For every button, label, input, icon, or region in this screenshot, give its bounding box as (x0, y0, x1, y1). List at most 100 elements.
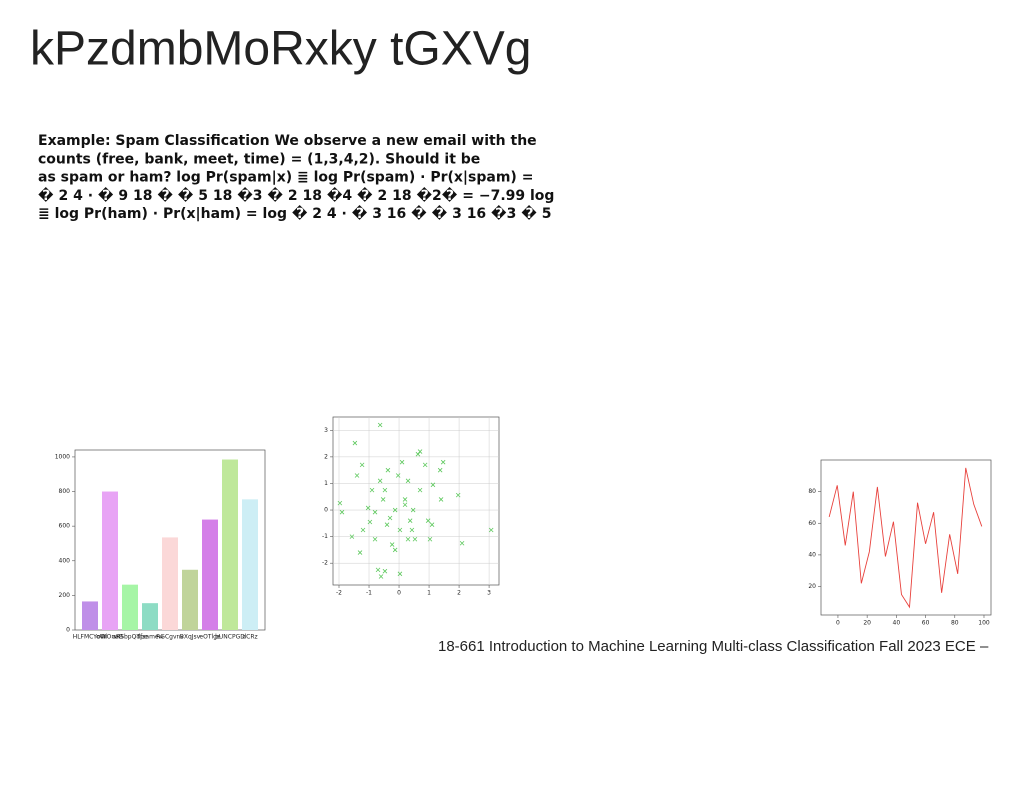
scatter-point (429, 522, 435, 527)
plot-frame (820, 459, 992, 616)
scatter-point (380, 497, 386, 502)
x-tick-label: dCRz (242, 634, 257, 641)
scatter-point (384, 522, 390, 527)
scatter-point (392, 507, 398, 513)
x-tick-label: 2 (457, 590, 461, 597)
x-tick-label: 60 (922, 620, 930, 627)
scatter-point (399, 459, 405, 465)
plot-frame (332, 416, 500, 586)
scatter-point (430, 482, 436, 488)
scatter-point (378, 574, 384, 579)
x-tick-label: eOTlge (199, 634, 221, 641)
x-tick-label: 40 (893, 620, 901, 627)
scatter-point (357, 550, 363, 555)
scatter-point (382, 487, 388, 493)
scatter-point (437, 467, 443, 473)
scatter-point (375, 567, 381, 573)
bar (102, 491, 118, 630)
bar (162, 537, 178, 630)
bar (122, 584, 138, 630)
scatter-point (438, 497, 444, 502)
scatter-point (488, 527, 494, 533)
scatter-point (405, 478, 411, 484)
scatter-point (389, 542, 395, 547)
y-tick-label: 1000 (55, 453, 70, 460)
scatter-point (360, 527, 366, 533)
scatter-point (425, 518, 431, 523)
y-tick-label: 20 (808, 583, 816, 590)
scatter-point (385, 467, 391, 473)
scatter-point (402, 502, 408, 508)
paragraph-line: as spam or ham? log Pr(spam|x) ≣ log Pr(… (38, 170, 533, 186)
x-tick-label: 20 (863, 620, 871, 627)
scatter-point (372, 509, 378, 515)
scatter-point (417, 487, 423, 493)
scatter-point (349, 534, 355, 539)
footer: 18-661 Introduction to Machine Learning … (438, 638, 989, 655)
x-tick-label: bUNCPGD (215, 634, 245, 641)
scatter-point (405, 536, 411, 542)
scatter-point (402, 497, 408, 502)
bar (182, 569, 198, 630)
y-tick-label: 60 (808, 520, 816, 527)
x-tick-label: HLFMCYoWi (73, 634, 108, 641)
scatter-point (397, 571, 403, 577)
x-tick-label: 0 (397, 590, 401, 597)
paragraph-line: ≣ log Pr(ham) · Pr(x|ham) = log � 2 4 · … (38, 205, 551, 222)
scatter-point (365, 505, 371, 511)
x-tick-label: 80 (951, 620, 959, 627)
chart: -2 -1 0 1 2 3 -2 -1 0 1 2 3 (322, 416, 500, 597)
y-tick-label: 0 (324, 507, 328, 514)
bar (222, 459, 238, 630)
y-tick-label: 600 (59, 523, 71, 530)
x-tick-label: 1 (427, 590, 431, 597)
scatter-point (455, 492, 461, 498)
scatter-point (377, 478, 383, 484)
scatter-point (377, 422, 383, 428)
scatter-point (422, 462, 428, 468)
x-tick-label: aRSbpQdpe (112, 634, 148, 641)
x-tick-label: 0 (836, 620, 840, 627)
scatter-point (417, 449, 423, 454)
scatter-point (372, 536, 378, 542)
scatter-point (410, 507, 416, 513)
paragraph-line: Example: Spam Classification We observe … (38, 133, 537, 149)
scatter-point (412, 536, 418, 542)
y-tick-label: 400 (59, 557, 71, 564)
x-tick-label: 100 (978, 620, 990, 627)
x-tick-label: Tfsamew (135, 634, 163, 641)
x-tick-label: -1 (366, 590, 372, 597)
y-tick-label: 3 (324, 427, 328, 434)
slide-title: kPzdmbMoRxky tGXVg (30, 23, 531, 76)
scatter-point (352, 440, 358, 446)
y-tick-label: 200 (59, 592, 71, 599)
y-tick-label: 40 (808, 551, 816, 558)
y-tick-label: 80 (808, 488, 816, 495)
y-tick-label: -1 (322, 533, 328, 540)
x-tick-label: -2 (336, 590, 342, 597)
scatter-point (440, 459, 446, 465)
scatter-point (407, 518, 413, 523)
scatter-point (354, 473, 360, 478)
y-tick-label: -2 (322, 560, 328, 567)
scatter-point (427, 536, 433, 542)
scatter-point (359, 462, 365, 468)
scatter-point (397, 527, 403, 533)
paragraph-line: counts (free, bank, meet, time) = (1,3,4… (38, 151, 480, 167)
x-tick-label: RGCgvnv (156, 634, 184, 641)
x-tick-label: BXqJsv (180, 634, 201, 641)
bar (242, 499, 258, 630)
bar (202, 519, 218, 630)
chart: 0 200 400 600 800 1000 HLFMCYoWioWOnaBaRSbpQdp… (55, 449, 266, 641)
scatter-point (387, 515, 393, 521)
scatter-point (392, 547, 398, 553)
scatter-point (337, 500, 343, 506)
scatter-point (382, 568, 388, 574)
scatter-point (409, 527, 415, 533)
y-tick-label: 800 (59, 488, 71, 495)
bar (142, 603, 158, 630)
chart: 20 40 60 80 0 20 40 60 80 100 (808, 459, 992, 627)
scatter-point (339, 509, 345, 515)
scatter-point (367, 519, 373, 525)
